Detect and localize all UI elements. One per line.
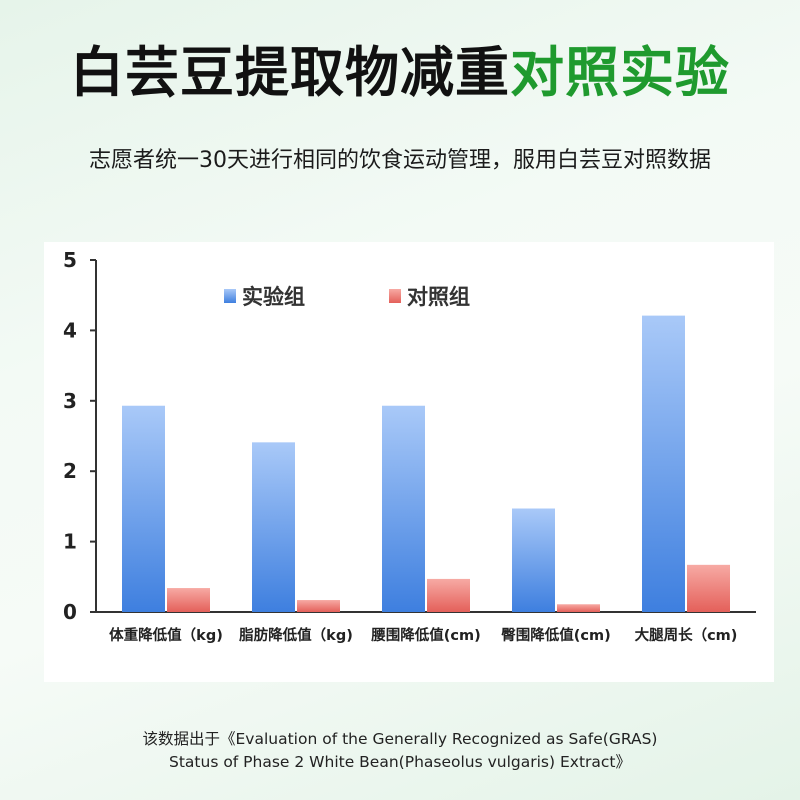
- page-title: 白芸豆提取物减重对照实验: [0, 38, 800, 108]
- title-part-green: 对照实验: [510, 41, 730, 104]
- bar-experimental-5: [642, 315, 685, 612]
- y-tick-label: 1: [63, 530, 77, 554]
- x-category-label: 体重降低值（kg): [109, 626, 223, 644]
- footnote-line-2: Status of Phase 2 White Bean(Phaseolus v…: [169, 753, 631, 771]
- bar-control-1: [167, 588, 210, 612]
- bar-experimental-2: [252, 442, 295, 612]
- legend-label-experimental: 实验组: [242, 285, 305, 309]
- subtitle: 志愿者统一30天进行相同的饮食运动管理，服用白芸豆对照数据: [89, 148, 711, 173]
- y-tick-label: 0: [63, 600, 77, 624]
- footnote-line-1: 该数据出于《Evaluation of the Generally Recogn…: [142, 730, 658, 748]
- y-tick-label: 3: [63, 389, 77, 413]
- bar-experimental-3: [382, 405, 425, 612]
- bar-chart: 0 1 2 3 4 5 体重降低值（kg) 脂肪降低值（kg) 腰围降低值(cm) 臀围降低值(…: [63, 248, 756, 644]
- source-footnote: 该数据出于《Evaluation of the Generally Recogn…: [0, 728, 800, 774]
- y-tick-label: 2: [63, 459, 77, 483]
- bar-experimental-4: [512, 508, 555, 612]
- y-tick-label: 5: [63, 248, 77, 272]
- bar-experimental-1: [122, 405, 165, 612]
- bar-control-4: [557, 604, 600, 612]
- legend-label-control: 对照组: [407, 285, 470, 309]
- bar-control-5: [687, 564, 730, 612]
- title-part-black: 白芸豆提取物减重: [70, 41, 510, 104]
- x-category-label: 臀围降低值(cm): [501, 626, 610, 644]
- x-category-label: 脂肪降低值（kg): [239, 626, 353, 644]
- bar-chart-panel: 0 1 2 3 4 5 体重降低值（kg) 脂肪降低值（kg) 腰围降低值(cm) 臀围降低值(…: [44, 242, 774, 682]
- y-tick-label: 4: [63, 318, 77, 342]
- legend-swatch-control: [389, 289, 401, 303]
- x-category-label: 大腿周长（cm): [635, 626, 738, 644]
- legend-swatch-experimental: [224, 289, 236, 303]
- bar-control-2: [297, 600, 340, 612]
- x-category-label: 腰围降低值(cm): [370, 626, 480, 644]
- bar-control-3: [427, 578, 470, 612]
